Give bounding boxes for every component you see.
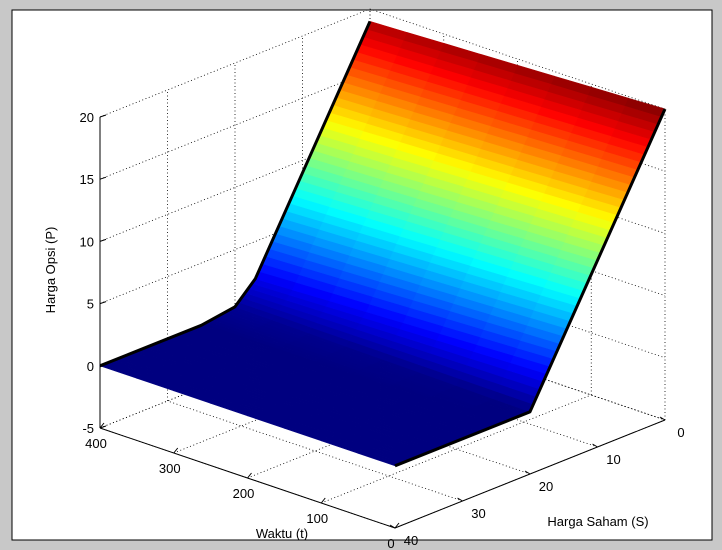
tick-mark <box>320 497 326 504</box>
edge-curve-t400 <box>99 20 372 368</box>
z-tick-label: -5 <box>82 421 94 436</box>
tick-mark <box>247 472 252 479</box>
z-tick-label: 0 <box>87 359 94 374</box>
z-tick-label: 15 <box>80 172 94 187</box>
z-tick-label: 10 <box>80 234 94 249</box>
z-tick-label: 20 <box>80 110 94 125</box>
surface <box>99 21 666 467</box>
grid-line-z <box>99 8 666 118</box>
y-tick-label: 100 <box>306 511 328 526</box>
y-axis-label: Waktu (t) <box>256 526 308 541</box>
tick-mark <box>173 447 179 454</box>
tick-mark <box>592 443 598 448</box>
tick-mark <box>524 470 531 475</box>
tick-mark <box>99 363 107 367</box>
y-tick-label: 400 <box>85 436 107 451</box>
grid-line-floor-s <box>167 400 463 502</box>
tick-mark <box>389 524 396 529</box>
x-axis-label: Harga Saham (S) <box>547 514 648 529</box>
tick-mark <box>99 425 107 429</box>
x-tick-label: 0 <box>677 425 684 440</box>
z-axis-label: Harga Opsi (P) <box>43 227 58 314</box>
tick-mark <box>99 238 107 242</box>
tick-mark <box>99 422 105 429</box>
surface-edges <box>99 20 667 468</box>
x-tick-label: 20 <box>539 479 553 494</box>
tick-mark <box>659 416 666 421</box>
x-tick-label: 10 <box>606 452 620 467</box>
y-tick-label: 300 <box>159 461 181 476</box>
grid-line-floor-t <box>321 394 592 504</box>
tick-mark <box>394 522 400 529</box>
y-tick-label: 0 <box>387 536 394 550</box>
tick-mark <box>99 301 107 305</box>
tick-mark <box>457 497 463 502</box>
y-tick-label: 200 <box>233 486 255 501</box>
x-tick-label: 30 <box>471 506 485 521</box>
tick-mark <box>99 176 107 180</box>
x-tick-label: 40 <box>404 533 418 548</box>
edge-curve-t0 <box>394 108 667 468</box>
z-tick-label: 5 <box>87 297 94 312</box>
tick-mark <box>99 114 107 118</box>
